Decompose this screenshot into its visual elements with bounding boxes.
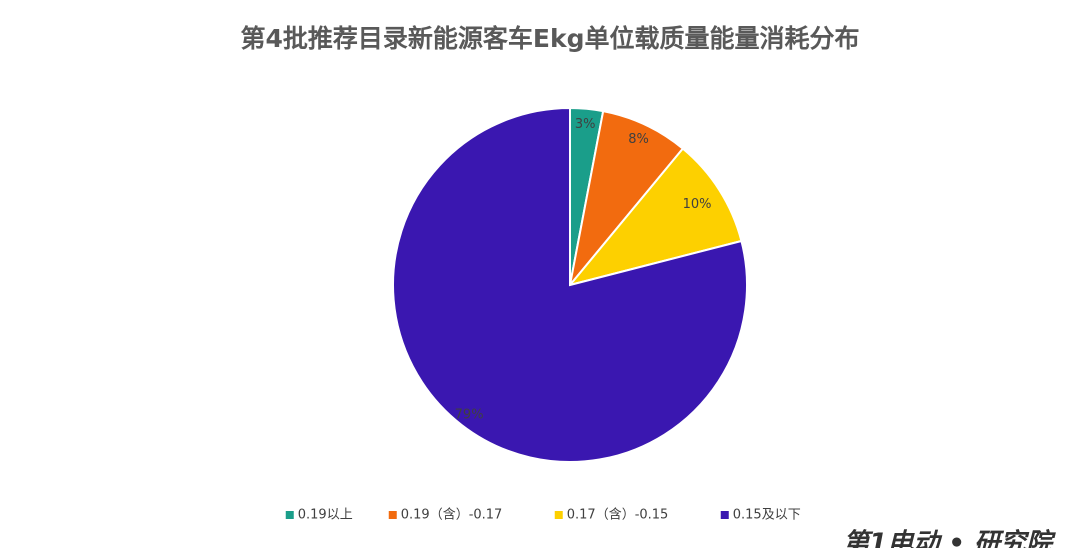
- legend-label: 0.15及以下: [733, 508, 801, 523]
- pie-slice: [392, 106, 748, 463]
- legend-label: 0.19（含）-0.17: [401, 507, 503, 523]
- watermark: 第1电动 • 研究院: [843, 529, 1056, 548]
- legend-swatch: [285, 511, 294, 519]
- pie-slice: [567, 147, 743, 287]
- legend-swatch: [388, 511, 397, 519]
- pie-slice: [569, 109, 685, 286]
- data-label: 10%: [683, 197, 712, 212]
- legend-swatch: [554, 511, 563, 519]
- chart-title: 第4批推荐目录新能源客车Ekg单位载质量能量消耗分布: [241, 24, 860, 53]
- legend-label: 0.17（含）-0.15: [567, 507, 669, 523]
- data-label: 3%: [575, 117, 596, 132]
- legend-swatch: [720, 511, 729, 519]
- data-label: 79%: [455, 408, 484, 423]
- legend-label: 0.19以上: [298, 508, 353, 523]
- data-label: 8%: [628, 132, 649, 147]
